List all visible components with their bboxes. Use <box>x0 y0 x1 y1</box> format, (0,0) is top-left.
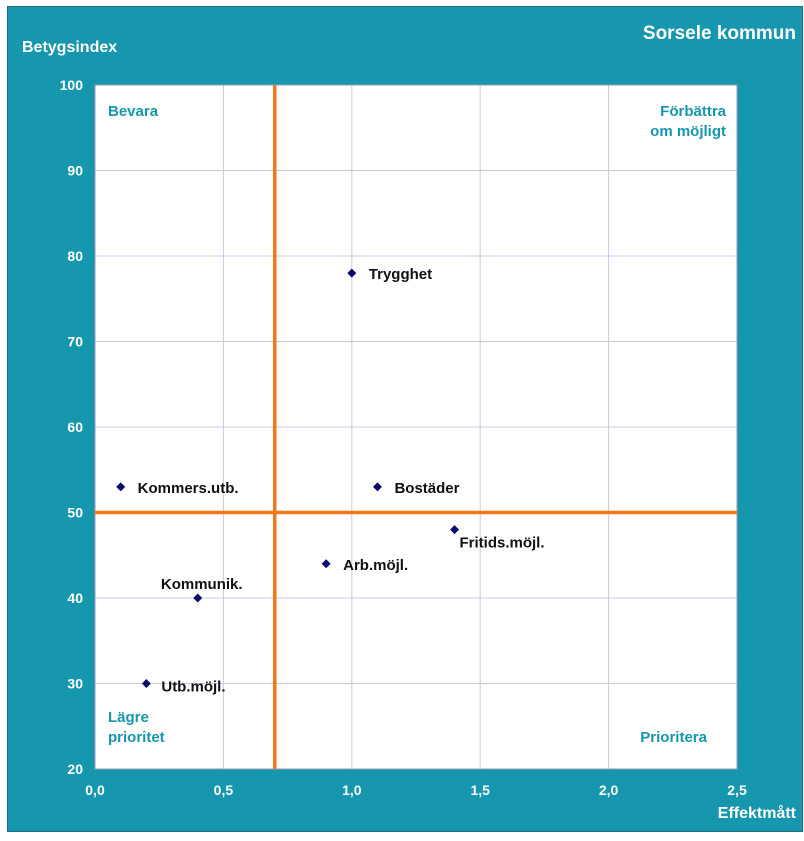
data-point-marker <box>450 525 460 535</box>
x-tick-label: 2,0 <box>599 782 619 798</box>
threshold-lines <box>95 85 737 769</box>
chart-frame: Sorsele kommun Betygsindex Effektmått 20… <box>7 6 803 832</box>
y-tick-label: 70 <box>67 334 83 350</box>
y-tick-label: 100 <box>60 77 84 93</box>
data-point-label: Kommers.utb. <box>138 480 239 497</box>
y-axis-label: Betygsindex <box>22 39 117 56</box>
data-point-marker <box>372 482 382 492</box>
y-tick-label: 80 <box>67 248 83 264</box>
data-point-label: Bostäder <box>394 480 459 497</box>
data-points: Trygghet Kommers.utb. Bostäder Fritids.möjl… <box>116 266 545 696</box>
chart-title: Sorsele kommun <box>643 23 796 44</box>
data-point-label: Utb.möjl. <box>161 679 225 696</box>
data-point-marker <box>347 268 357 278</box>
plot-border <box>94 84 738 770</box>
x-tick-label: 0,0 <box>85 782 105 798</box>
data-point-marker <box>116 482 126 492</box>
y-tick-label: 90 <box>67 163 83 179</box>
data-point-marker <box>141 679 151 688</box>
quadrant-label-lagre-prioritet: Lägre <box>108 709 149 726</box>
y-tick-label: 40 <box>67 590 83 606</box>
quadrant-label-forbattra: om möjligt <box>650 123 726 140</box>
data-point-marker <box>321 559 331 569</box>
x-tick-label: 0,5 <box>214 782 234 798</box>
y-tick-label: 30 <box>67 676 83 692</box>
data-point-marker <box>193 593 203 603</box>
y-tick-label: 50 <box>67 505 83 521</box>
x-axis-label: Effektmått <box>718 804 797 822</box>
quadrant-label-prioritera: Prioritera <box>640 729 707 746</box>
data-point-label: Trygghet <box>369 266 432 283</box>
x-tick-label: 1,0 <box>342 782 362 798</box>
x-tick-label: 1,5 <box>470 782 490 798</box>
grid-lines <box>94 84 738 770</box>
quadrant-labels: Bevara Förbättra om möjligt Lägre prioritet P… <box>108 103 727 746</box>
y-tick-label: 20 <box>67 761 83 777</box>
data-point-label: Arb.möjl. <box>343 557 408 574</box>
data-point-label: Kommunik. <box>161 576 243 593</box>
quadrant-label-forbattra: Förbättra <box>660 103 726 120</box>
x-tick-label: 2,5 <box>727 782 747 798</box>
data-point-label: Fritids.möjl. <box>460 535 545 552</box>
y-tick-label: 60 <box>67 419 83 435</box>
quadrant-label-bevara: Bevara <box>108 103 159 120</box>
axis-ticks: 20 30 40 50 60 70 80 90 100 0,0 0,5 1,0 1,5 2,0 2,5 <box>60 77 747 798</box>
scatter-chart: Sorsele kommun Betygsindex Effektmått 20… <box>22 23 797 822</box>
quadrant-label-lagre-prioritet: prioritet <box>108 729 165 746</box>
